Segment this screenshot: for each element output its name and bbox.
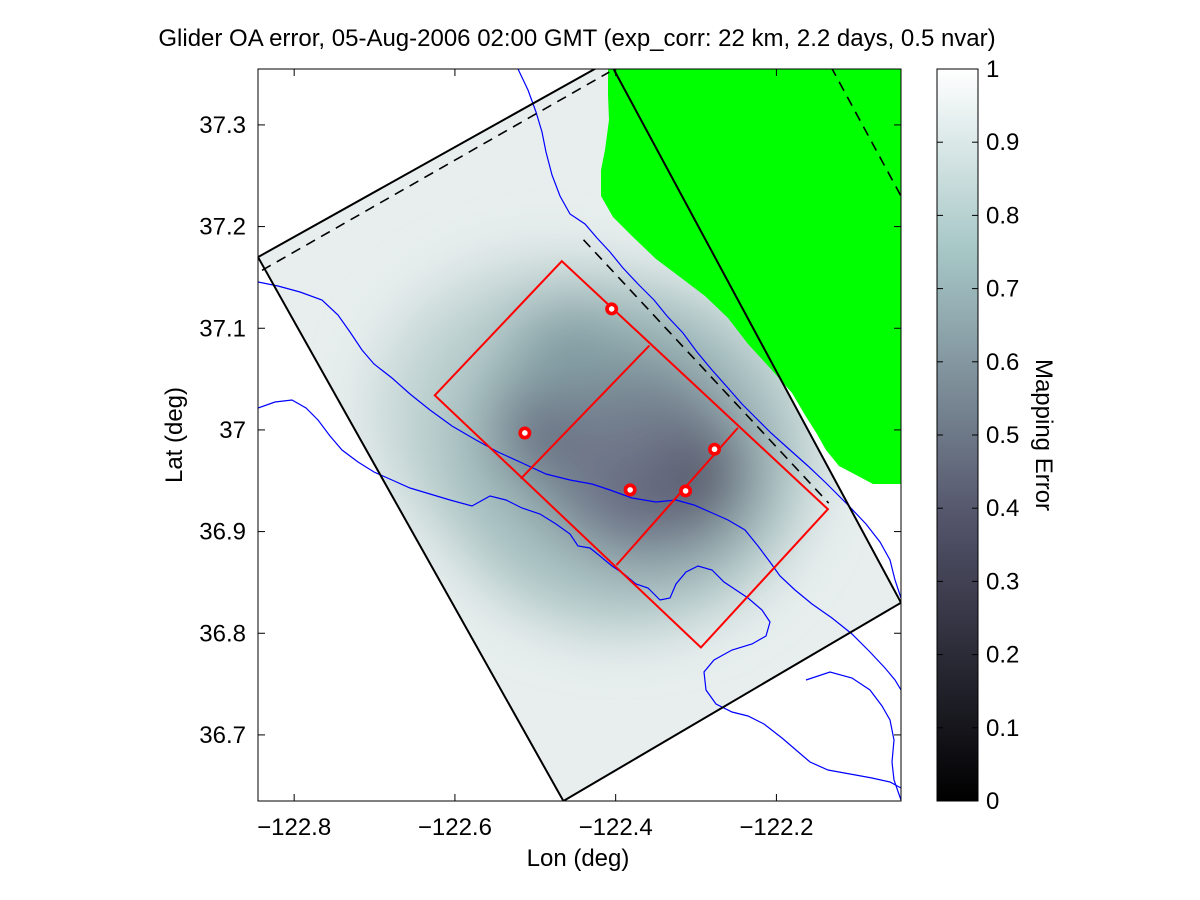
x-tick-label: −122.8	[257, 814, 331, 841]
colorbar-tick-label: 0.6	[986, 349, 1019, 376]
y-tick-label: 36.7	[199, 722, 246, 749]
glider-marker-inner	[608, 306, 615, 312]
x-tick-label: −122.2	[739, 814, 813, 841]
red-box-divider	[520, 344, 651, 480]
glider-marker	[708, 442, 722, 456]
glider-markers	[518, 302, 722, 498]
y-axis: 36.7 36.8 36.9 37 37.1 37.2 37.3	[199, 112, 901, 749]
colorbar-tick-label: 0.2	[986, 642, 1019, 669]
colorbar-tick-label: 0.8	[986, 202, 1019, 229]
colorbar-tick-label: 0.1	[986, 715, 1019, 742]
colorbar-tick-label: 0.7	[986, 276, 1019, 303]
x-tick-label: −122.6	[418, 814, 492, 841]
colorbar-tick-label: 0.5	[986, 422, 1019, 449]
y-tick-label: 37.2	[199, 214, 246, 241]
colorbar-ticks: 0 0.1 0.2 0.3 0.4 0.5 0.6 0.7 0.8 0.9 1	[937, 56, 1019, 815]
dashed-line	[831, 69, 901, 197]
dashed-line	[582, 239, 830, 504]
glider-marker-inner	[682, 488, 689, 494]
axes-frame	[257, 68, 902, 802]
colorbar-tick-label: 1	[986, 56, 999, 83]
y-tick-label: 37.3	[199, 112, 246, 139]
y-tick-label: 36.9	[199, 519, 246, 546]
glider-marker-inner	[522, 430, 528, 436]
land-mass	[601, 69, 901, 484]
colorbar-tick-label: 0.3	[986, 568, 1019, 595]
x-axis-label: Lon (deg)	[527, 845, 630, 872]
colorbar-tick-label: 0.9	[986, 129, 1019, 156]
colorbar-label: Mapping Error	[1030, 359, 1057, 511]
glider-marker	[679, 484, 693, 498]
glider-marker	[518, 426, 532, 440]
y-axis-label: Lat (deg)	[161, 387, 188, 483]
chart-title: Glider OA error, 05-Aug-2006 02:00 GMT (…	[158, 25, 995, 52]
outer-domain-outline	[258, 69, 901, 801]
plot-area	[258, 69, 901, 801]
colorbar-tick-label: 0	[986, 788, 999, 815]
y-tick-label: 37.1	[199, 315, 246, 342]
colorbar	[936, 68, 979, 802]
x-axis: −122.8 −122.6 −122.4 −122.2	[257, 69, 813, 841]
red-box-outline	[433, 259, 830, 649]
glider-marker	[623, 483, 637, 497]
glider-marker-inner	[711, 446, 718, 453]
dashed-boundaries	[261, 69, 901, 504]
glider-marker-inner	[627, 487, 633, 493]
glider-marker	[605, 302, 619, 316]
y-tick-label: 37	[219, 417, 246, 444]
y-tick-label: 36.8	[199, 620, 246, 647]
x-tick-label: −122.4	[579, 814, 653, 841]
colorbar-tick-label: 0.4	[986, 495, 1019, 522]
